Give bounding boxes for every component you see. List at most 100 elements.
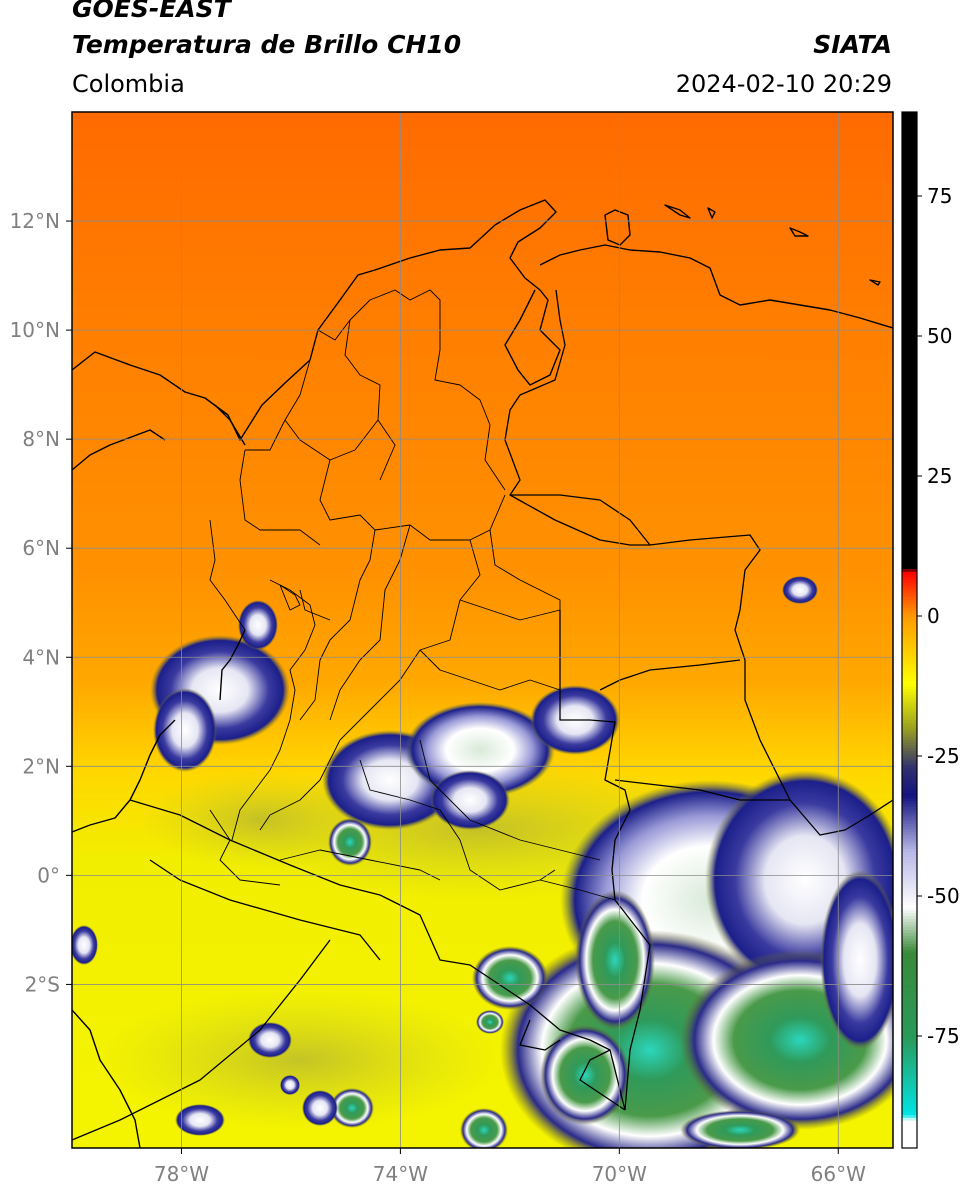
colorbar-band bbox=[902, 988, 917, 992]
colorbar-band bbox=[902, 831, 917, 835]
colorbar-band bbox=[902, 571, 917, 575]
colorbar-band bbox=[902, 952, 917, 956]
colorbar-band bbox=[902, 1080, 917, 1085]
colorbar-band bbox=[902, 688, 917, 693]
colorbar-band bbox=[902, 168, 917, 172]
colorbar-band bbox=[902, 834, 917, 838]
colorbar-band bbox=[902, 809, 917, 813]
colorbar-band bbox=[902, 971, 917, 975]
colorbar-band bbox=[902, 1122, 917, 1127]
colorbar-band bbox=[902, 215, 917, 219]
colorbar-band bbox=[902, 996, 917, 1001]
colorbar-band bbox=[902, 854, 917, 858]
colorbar-band bbox=[902, 492, 917, 497]
lat-tick-label: 10°N bbox=[10, 318, 60, 342]
colorbar-tick-label: -75 bbox=[927, 1024, 960, 1048]
colorbar-band bbox=[902, 798, 917, 802]
colorbar-band bbox=[902, 1128, 917, 1132]
colorbar-band bbox=[902, 254, 917, 259]
longitude-ticks: 78°W 74°W 70°W 66°W bbox=[154, 1148, 866, 1186]
colorbar-band bbox=[902, 896, 917, 900]
colorbar-band bbox=[902, 1092, 917, 1096]
lon-tick-label: 74°W bbox=[373, 1162, 428, 1186]
colorbar-band bbox=[902, 369, 917, 373]
colorbar-band bbox=[902, 700, 917, 704]
colorbar-band bbox=[902, 607, 917, 611]
colorbar-band bbox=[902, 982, 917, 987]
colorbar-band bbox=[902, 870, 917, 875]
colorbar-band bbox=[902, 756, 917, 760]
colorbar-band bbox=[902, 960, 917, 964]
colorbar-band bbox=[902, 193, 917, 197]
colorbar-tick-label: 0 bbox=[927, 604, 940, 628]
colorbar-band bbox=[902, 1114, 917, 1118]
colorbar-band bbox=[902, 459, 917, 463]
colorbar-band bbox=[902, 490, 917, 494]
colorbar-band bbox=[902, 1111, 917, 1115]
colorbar-band bbox=[902, 540, 917, 544]
colorbar-band bbox=[902, 898, 917, 903]
colorbar-band bbox=[902, 313, 917, 317]
colorbar-band bbox=[902, 817, 917, 821]
colorbar-band bbox=[902, 1097, 917, 1101]
colorbar-band bbox=[902, 226, 917, 231]
colorbar-band bbox=[902, 753, 917, 757]
colorbar-band bbox=[902, 1086, 917, 1090]
colorbar-band bbox=[902, 148, 917, 152]
colorbar-band bbox=[902, 1027, 917, 1031]
colorbar-band bbox=[902, 1066, 917, 1071]
colorbar-band bbox=[902, 498, 917, 502]
colorbar-band bbox=[902, 145, 917, 149]
colorbar-band bbox=[902, 565, 917, 569]
colorbar-band bbox=[902, 268, 917, 273]
colorbar-band bbox=[902, 120, 917, 124]
colorbar-band bbox=[902, 324, 917, 329]
colorbar-band bbox=[902, 669, 917, 673]
colorbar-band bbox=[902, 394, 917, 399]
colorbar-band bbox=[902, 252, 917, 256]
lon-tick-label: 70°W bbox=[592, 1162, 647, 1186]
colorbar-band bbox=[902, 635, 917, 639]
colorbar-band bbox=[902, 691, 917, 695]
colorbar-band bbox=[902, 784, 917, 788]
colorbar-band bbox=[902, 263, 917, 267]
colorbar-band bbox=[902, 123, 917, 127]
colorbar-band bbox=[902, 501, 917, 505]
colorbar-band bbox=[902, 616, 917, 620]
colorbar-band bbox=[902, 641, 917, 645]
colorbar-band bbox=[902, 840, 917, 844]
colorbar-band bbox=[902, 935, 917, 939]
colorbar-band bbox=[902, 994, 917, 998]
colorbar-band bbox=[902, 378, 917, 382]
colorbar-band bbox=[902, 865, 917, 869]
lon-tick-label: 78°W bbox=[154, 1162, 209, 1186]
colorbar-band bbox=[902, 520, 917, 525]
colorbar-band bbox=[902, 949, 917, 953]
colorbar-band bbox=[902, 1030, 917, 1034]
colorbar-tick-label: -25 bbox=[927, 744, 960, 768]
colorbar-band bbox=[902, 504, 917, 508]
colorbar-band bbox=[902, 184, 917, 189]
colorbar-band bbox=[902, 921, 917, 925]
colorbar-band bbox=[902, 1022, 917, 1026]
colorbar-band bbox=[902, 543, 917, 547]
colorbar-band bbox=[902, 856, 917, 861]
colorbar-band bbox=[902, 397, 917, 401]
colorbar-band bbox=[902, 968, 917, 973]
colorbar-band bbox=[902, 778, 917, 782]
colorbar-band bbox=[902, 1016, 917, 1020]
colorbar-band bbox=[902, 644, 917, 648]
colorbar-band bbox=[902, 336, 917, 340]
colorbar-band bbox=[902, 901, 917, 905]
colorbar-band bbox=[902, 842, 917, 847]
colorbar-band bbox=[902, 1103, 917, 1107]
colorbar-band bbox=[902, 800, 917, 805]
colorbar-band bbox=[902, 229, 917, 233]
colorbar-band bbox=[902, 1106, 917, 1110]
colorbar-band bbox=[902, 462, 917, 466]
colorbar-band bbox=[902, 747, 917, 751]
colorbar-band bbox=[902, 548, 917, 553]
colorbar-band bbox=[902, 196, 917, 200]
colorbar-band bbox=[902, 1117, 917, 1121]
colorbar-band bbox=[902, 156, 917, 161]
